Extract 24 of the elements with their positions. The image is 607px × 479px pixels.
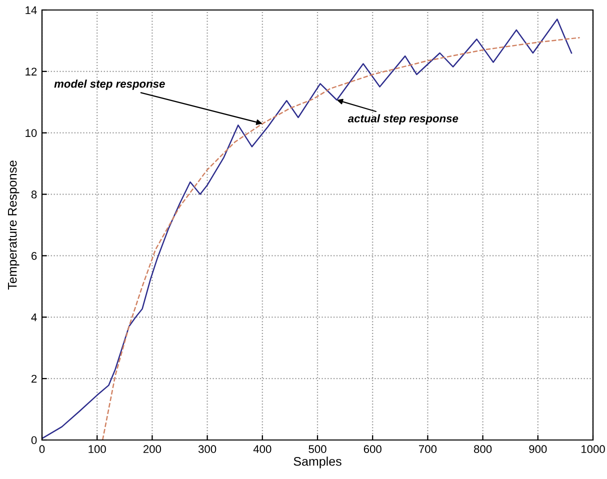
y-tick-label: 6 [32,252,37,260]
x-tick-label: 400 [253,445,272,454]
x-tick-label: 500 [308,445,326,454]
x-tick-label: 1000 [581,445,605,454]
annotation: model step response [54,80,165,90]
y-tick-label: 2 [32,374,37,383]
y-axis-title: Temperature Response [8,160,20,290]
y-tick-label: 0 [31,436,37,444]
x-tick-label: 600 [364,445,382,454]
x-tick-label: 700 [419,445,437,454]
y-tick-label: 14 [26,6,37,14]
y-tick-label: 4 [31,314,37,322]
y-tick-label: 12 [26,68,37,76]
y-tick-label: 8 [31,190,37,198]
x-tick-label: 200 [143,445,162,454]
annotation: actual step response [348,114,458,125]
x-tick-label: 0 [39,445,45,454]
x-tick-label: 300 [198,445,216,454]
x-axis-title: Samples [294,456,342,468]
x-tick-label: 100 [88,445,106,454]
line-series [42,18,572,440]
x-tick-label: 900 [529,445,547,454]
y-tick-label: 10 [26,129,37,137]
x-tick-label: 800 [474,445,492,454]
